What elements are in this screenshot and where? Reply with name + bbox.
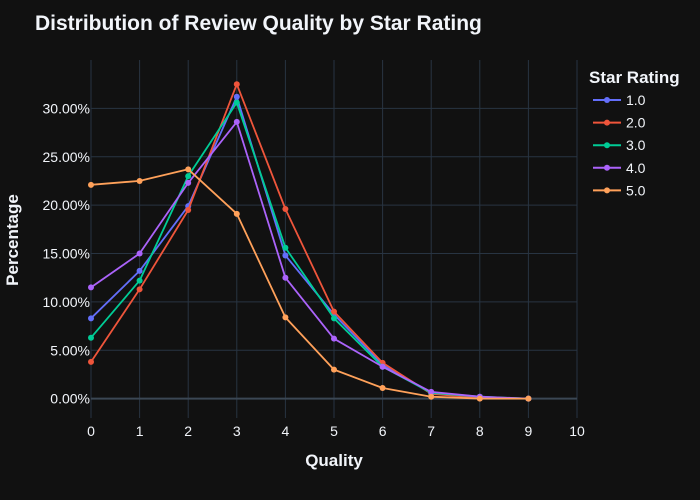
- data-point[interactable]: [136, 286, 143, 293]
- x-tick-label: 9: [525, 423, 533, 439]
- y-tick-label: 30.00%: [43, 100, 90, 116]
- data-point[interactable]: [282, 314, 289, 321]
- legend-swatch-marker: [604, 97, 610, 103]
- data-point[interactable]: [379, 385, 386, 392]
- legend-swatch-marker: [604, 119, 610, 126]
- x-tick-label: 5: [330, 423, 338, 439]
- y-tick-label: 20.00%: [43, 197, 90, 213]
- legend-item[interactable]: 3.0: [593, 137, 646, 153]
- data-point[interactable]: [331, 366, 337, 373]
- x-tick-label: 6: [379, 423, 387, 439]
- data-point[interactable]: [331, 308, 337, 315]
- data-point[interactable]: [136, 267, 143, 274]
- data-point[interactable]: [331, 335, 337, 342]
- legend-label: 3.0: [626, 137, 646, 153]
- x-tick-label: 10: [569, 423, 585, 439]
- data-point[interactable]: [282, 206, 289, 213]
- x-tick-label: 3: [233, 423, 241, 439]
- series-line: [90, 83, 529, 400]
- x-tick-label: 4: [282, 423, 290, 439]
- data-point[interactable]: [88, 181, 94, 188]
- legend-items: 1.0 2.0 3.0 4.0 5.0: [593, 92, 646, 198]
- data-point[interactable]: [185, 179, 192, 186]
- series-line: [90, 168, 529, 400]
- data-point[interactable]: [136, 277, 143, 284]
- x-tick-label: 0: [87, 423, 95, 439]
- legend: Star Rating 1.0 2.0 3.0 4.0 5.0: [589, 68, 680, 198]
- data-point[interactable]: [525, 395, 532, 402]
- data-point[interactable]: [428, 393, 435, 400]
- legend-item[interactable]: 4.0: [593, 160, 646, 176]
- series-layer: [88, 81, 532, 402]
- data-point[interactable]: [331, 315, 337, 322]
- legend-swatch-marker: [604, 164, 610, 171]
- x-tick-label: 2: [184, 423, 192, 439]
- data-point[interactable]: [233, 210, 240, 217]
- legend-label: 5.0: [626, 182, 646, 198]
- chart-title: Distribution of Review Quality by Star R…: [35, 12, 482, 35]
- y-tick-label: 25.00%: [43, 149, 90, 165]
- legend-item[interactable]: 1.0: [593, 92, 646, 108]
- x-axis-title: Quality: [305, 451, 363, 470]
- x-tick-label: 7: [427, 423, 435, 439]
- legend-label: 2.0: [626, 115, 646, 131]
- legend-label: 4.0: [626, 160, 646, 176]
- legend-swatch-marker: [604, 187, 610, 194]
- data-point[interactable]: [476, 395, 483, 402]
- legend-label: 1.0: [626, 92, 646, 108]
- legend-title: Star Rating: [589, 68, 680, 87]
- series-4.0: [88, 118, 532, 402]
- data-point[interactable]: [88, 284, 94, 291]
- data-point[interactable]: [282, 244, 289, 251]
- y-tick-label: 15.00%: [43, 246, 90, 262]
- x-tick-label: 1: [136, 423, 144, 439]
- data-point[interactable]: [233, 81, 240, 88]
- y-tick-label: 10.00%: [43, 294, 90, 310]
- data-point[interactable]: [136, 177, 143, 184]
- series-line: [90, 121, 529, 400]
- data-point[interactable]: [88, 358, 94, 365]
- data-point[interactable]: [428, 388, 435, 395]
- x-tick-label: 8: [476, 423, 484, 439]
- series-5.0: [88, 166, 532, 402]
- axis-ticks: 0 1 2 3 4 5 6 7 8 9 10 0.00% 5.00% 10.00% 15.00% 20.00%…: [43, 100, 585, 439]
- legend-swatch-marker: [604, 142, 610, 149]
- data-point[interactable]: [88, 315, 94, 322]
- y-axis-title: Percentage: [3, 194, 22, 286]
- data-point[interactable]: [233, 99, 240, 106]
- data-point[interactable]: [282, 252, 289, 259]
- data-point[interactable]: [379, 363, 386, 370]
- data-point[interactable]: [233, 118, 240, 125]
- y-tick-label: 0.00%: [50, 391, 90, 407]
- data-point[interactable]: [185, 166, 192, 173]
- grid: [90, 60, 578, 418]
- data-point[interactable]: [185, 206, 192, 213]
- data-point[interactable]: [282, 274, 289, 281]
- data-point[interactable]: [136, 250, 143, 257]
- data-point[interactable]: [88, 334, 94, 341]
- y-tick-label: 5.00%: [50, 342, 90, 358]
- legend-item[interactable]: 2.0: [593, 115, 646, 131]
- data-point[interactable]: [185, 173, 192, 180]
- data-point[interactable]: [233, 93, 240, 100]
- legend-item[interactable]: 5.0: [593, 182, 646, 198]
